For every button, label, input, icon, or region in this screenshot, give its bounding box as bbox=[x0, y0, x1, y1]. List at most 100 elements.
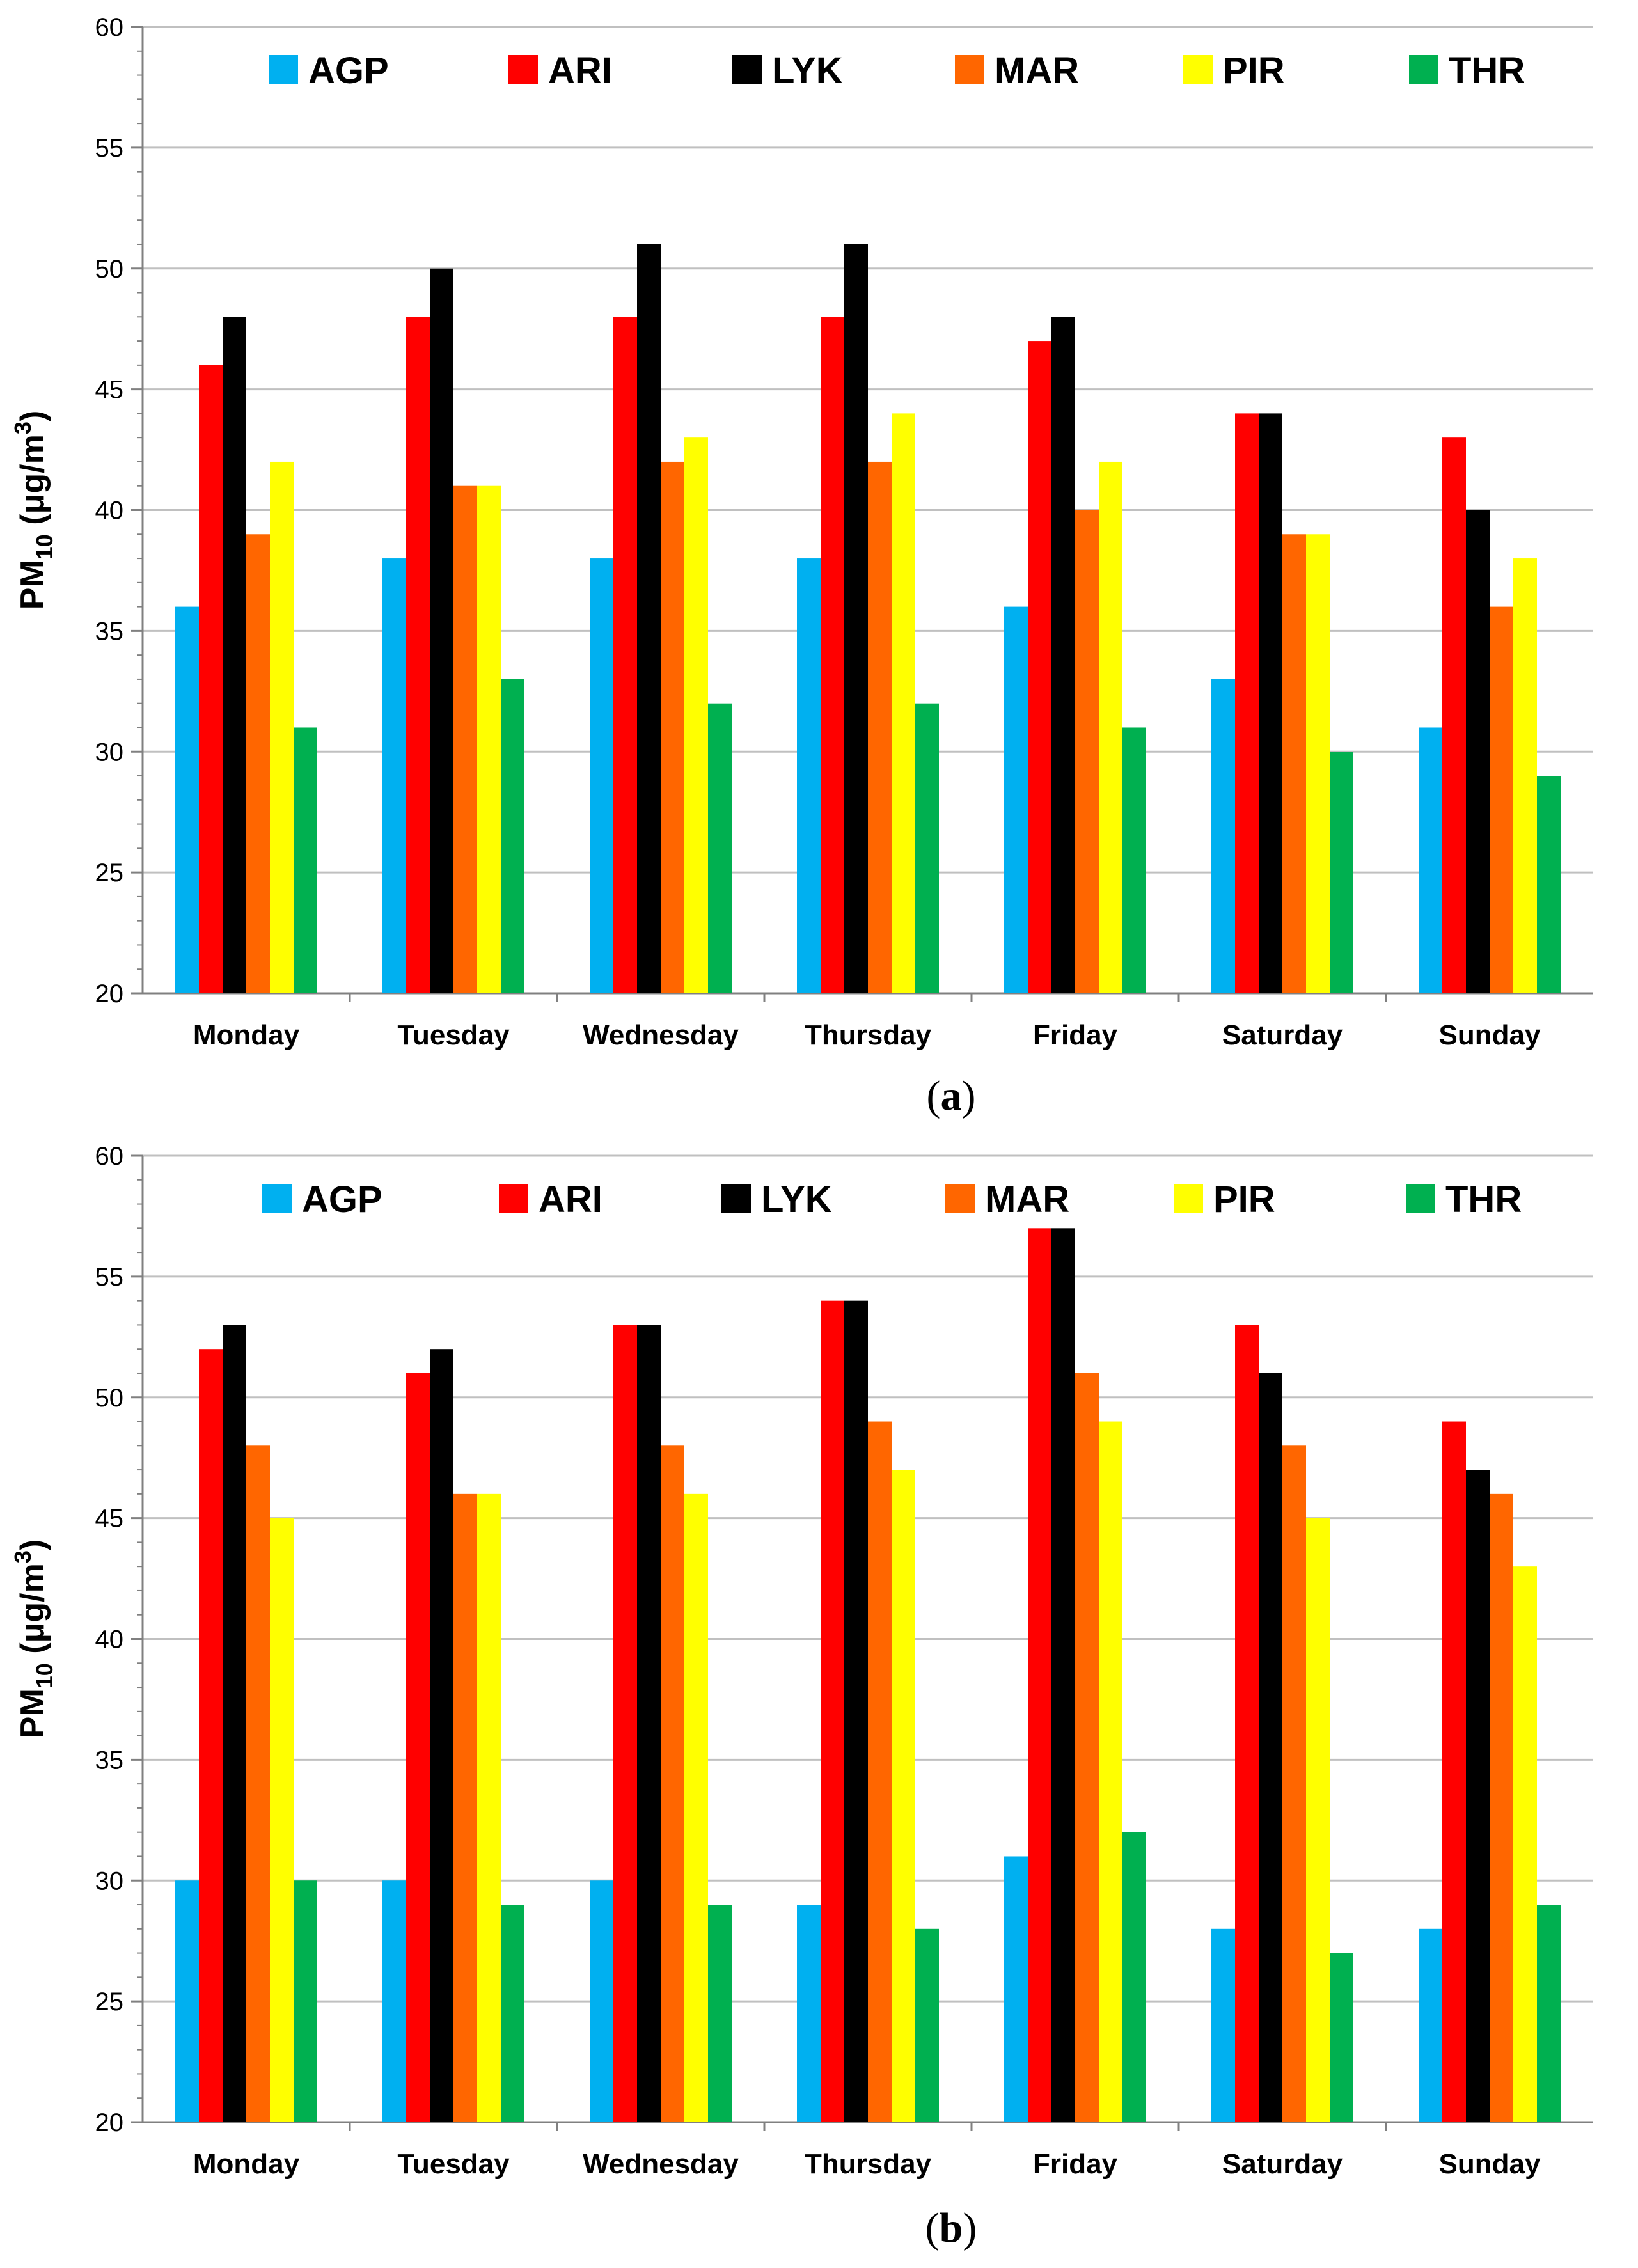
bar-mar-friday bbox=[1075, 510, 1099, 993]
y-tick-label: 55 bbox=[95, 1263, 124, 1291]
bar-agp-sunday bbox=[1419, 1928, 1442, 2122]
bar-lyk-sunday bbox=[1466, 510, 1490, 993]
bar-mar-thursday bbox=[868, 461, 892, 993]
legend-swatch-lyk bbox=[732, 55, 762, 84]
bar-thr-monday bbox=[294, 1880, 317, 2122]
bar-mar-sunday bbox=[1490, 1493, 1513, 2122]
bar-thr-friday bbox=[1122, 1832, 1146, 2122]
chart-panel-b: 20 25 30 35 40 45 50 55 60 Monday Tuesday Wednesday… bbox=[10, 1142, 1593, 2251]
y-tick-label: 50 bbox=[95, 1384, 124, 1412]
caption-paren-open: ( bbox=[927, 1073, 941, 1119]
legend-swatch-pir bbox=[1183, 55, 1213, 84]
caption-letter: a bbox=[941, 1073, 962, 1119]
chart-panel-a: 20 25 30 35 40 45 50 55 60 Monday Tuesday Wednesday… bbox=[10, 13, 1593, 1119]
bar-ari-saturday bbox=[1235, 413, 1259, 993]
y-tick-label: 45 bbox=[95, 1505, 124, 1533]
x-tick-label: Thursday bbox=[805, 2148, 932, 2180]
bar-mar-tuesday bbox=[453, 1493, 477, 2122]
panel-caption: (a) bbox=[927, 1073, 976, 1119]
bar-agp-thursday bbox=[797, 558, 821, 993]
bar-thr-wednesday bbox=[708, 703, 732, 993]
bar-mar-sunday bbox=[1490, 606, 1513, 993]
y-axis-label-part: 3 bbox=[10, 1550, 36, 1563]
y-tick-label: 45 bbox=[95, 376, 124, 404]
y-axis-label-part: (μg/m bbox=[14, 434, 51, 534]
bar-thr-thursday bbox=[915, 703, 939, 993]
bar-agp-friday bbox=[1004, 1856, 1028, 2122]
legend-label-agp: AGP bbox=[302, 1179, 382, 1220]
bar-lyk-monday bbox=[223, 317, 246, 993]
legend-label-lyk: LYK bbox=[772, 50, 843, 91]
bar-lyk-thursday bbox=[844, 244, 868, 994]
bar-mar-saturday bbox=[1282, 1445, 1306, 2122]
bar-thr-friday bbox=[1122, 727, 1146, 993]
x-tick-label: Sunday bbox=[1439, 2148, 1541, 2180]
bar-ari-friday bbox=[1028, 341, 1051, 993]
legend-label-mar: MAR bbox=[995, 50, 1079, 91]
caption-paren-close: ) bbox=[962, 1073, 976, 1119]
bar-pir-thursday bbox=[892, 1470, 915, 2122]
bar-lyk-sunday bbox=[1466, 1470, 1490, 2122]
y-axis-label-part: ) bbox=[14, 1540, 51, 1550]
bar-mar-saturday bbox=[1282, 534, 1306, 993]
bar-pir-tuesday bbox=[477, 485, 501, 993]
bar-pir-tuesday bbox=[477, 1493, 501, 2122]
bar-ari-sunday bbox=[1442, 1421, 1466, 2122]
bar-ari-tuesday bbox=[406, 1373, 430, 2122]
x-tick-label: Saturday bbox=[1222, 2148, 1343, 2180]
caption-paren-open: ( bbox=[925, 2205, 940, 2251]
bar-mar-friday bbox=[1075, 1373, 1099, 2122]
x-tick-label: Wednesday bbox=[583, 2148, 739, 2180]
y-axis-label: PM10 (μg/m3) bbox=[10, 1540, 58, 1738]
bar-lyk-saturday bbox=[1259, 413, 1282, 993]
legend-label-pir: PIR bbox=[1223, 50, 1285, 91]
bar-lyk-tuesday bbox=[430, 268, 453, 993]
legend-swatch-agp bbox=[269, 55, 298, 84]
bar-ari-thursday bbox=[821, 317, 844, 993]
bar-agp-sunday bbox=[1419, 727, 1442, 993]
bar-thr-thursday bbox=[915, 1928, 939, 2122]
legend-label-pir: PIR bbox=[1213, 1179, 1275, 1220]
legend-label-mar: MAR bbox=[985, 1179, 1069, 1220]
bar-pir-wednesday bbox=[684, 437, 708, 993]
bar-pir-friday bbox=[1099, 1421, 1122, 2122]
bar-lyk-wednesday bbox=[637, 1325, 661, 2122]
bar-pir-sunday bbox=[1513, 1566, 1537, 2122]
x-tick-label: Saturday bbox=[1222, 1020, 1343, 1051]
bar-agp-tuesday bbox=[382, 1880, 406, 2122]
bar-thr-sunday bbox=[1537, 1905, 1561, 2122]
y-axis-label-part: (μg/m bbox=[14, 1563, 51, 1663]
legend-swatch-thr bbox=[1406, 1184, 1435, 1213]
legend-label-ari: ARI bbox=[539, 1179, 602, 1220]
y-axis-label-part: 3 bbox=[10, 421, 36, 434]
bar-agp-tuesday bbox=[382, 558, 406, 993]
bar-ari-thursday bbox=[821, 1300, 844, 2122]
y-tick-label: 50 bbox=[95, 255, 124, 283]
y-axis-label-part: ) bbox=[14, 411, 51, 421]
bar-pir-monday bbox=[270, 1518, 294, 2122]
bar-thr-saturday bbox=[1330, 1953, 1353, 2122]
bar-lyk-monday bbox=[223, 1325, 246, 2122]
y-axis-label-part: 10 bbox=[31, 1663, 58, 1689]
bar-lyk-wednesday bbox=[637, 244, 661, 994]
x-tick-label: Monday bbox=[193, 1020, 300, 1051]
bar-agp-monday bbox=[175, 606, 199, 993]
y-axis-label: PM10 (μg/m3) bbox=[10, 411, 58, 610]
bar-lyk-saturday bbox=[1259, 1373, 1282, 2122]
bar-agp-wednesday bbox=[590, 558, 613, 993]
bar-mar-monday bbox=[246, 1445, 270, 2122]
y-tick-label: 40 bbox=[95, 497, 124, 525]
bar-lyk-friday bbox=[1051, 1228, 1075, 2122]
y-tick-label: 40 bbox=[95, 1626, 124, 1654]
bar-pir-saturday bbox=[1306, 1518, 1330, 2122]
bar-ari-sunday bbox=[1442, 437, 1466, 993]
bar-ari-monday bbox=[199, 1349, 223, 2122]
legend-label-thr: THR bbox=[1445, 1179, 1522, 1220]
x-tick-label: Friday bbox=[1033, 1020, 1118, 1051]
bar-lyk-friday bbox=[1051, 317, 1075, 993]
x-tick-label: Friday bbox=[1033, 2148, 1118, 2180]
legend-swatch-lyk bbox=[721, 1184, 751, 1213]
bar-ari-wednesday bbox=[613, 317, 637, 993]
legend-label-lyk: LYK bbox=[761, 1179, 832, 1220]
bar-ari-monday bbox=[199, 365, 223, 993]
